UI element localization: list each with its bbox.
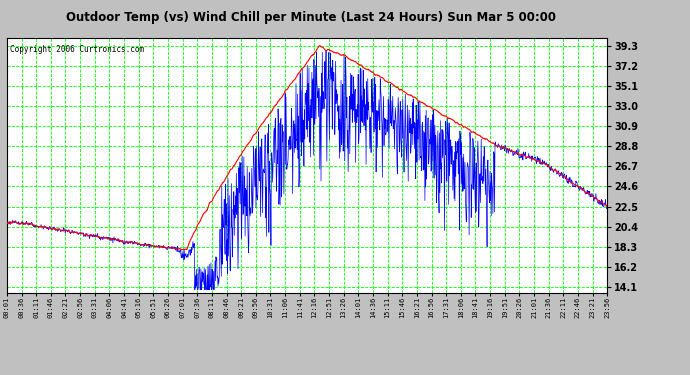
Text: Outdoor Temp (vs) Wind Chill per Minute (Last 24 Hours) Sun Mar 5 00:00: Outdoor Temp (vs) Wind Chill per Minute … [66, 11, 555, 24]
Text: Copyright 2006 Curtronics.com: Copyright 2006 Curtronics.com [10, 45, 144, 54]
